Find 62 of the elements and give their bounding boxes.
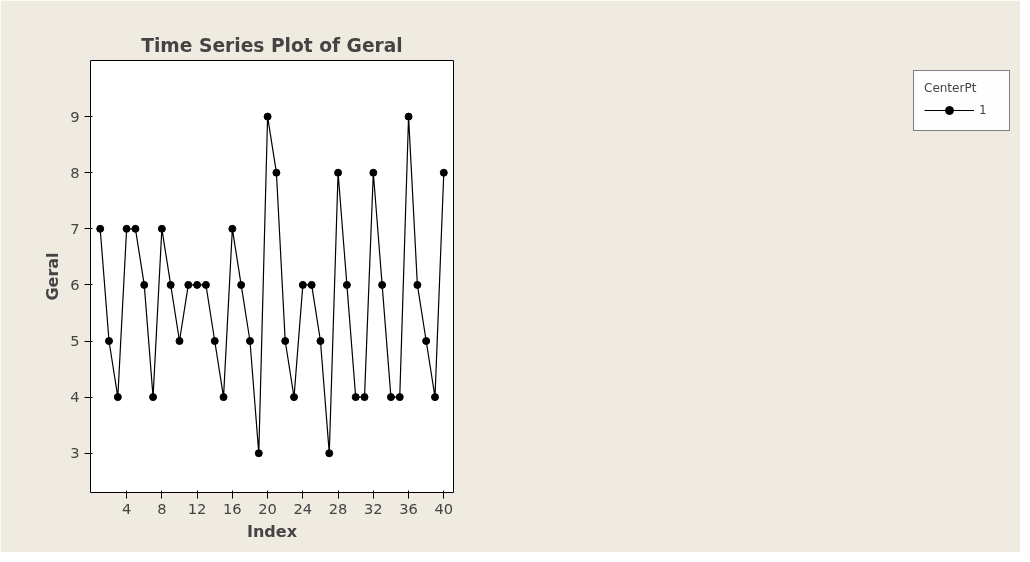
chart-title: Time Series Plot of Geral [141, 34, 403, 56]
point [157, 224, 166, 233]
point [316, 337, 325, 346]
x-tick-label: 12 [187, 499, 207, 517]
point [105, 337, 113, 346]
legend-title: CenterPt [924, 81, 978, 95]
point [149, 393, 158, 402]
x-tick-label: 36 [399, 499, 418, 517]
point [325, 449, 334, 458]
x-tick-label: 24 [293, 499, 313, 517]
point [140, 280, 149, 289]
x-tick-label: 8 [157, 499, 167, 517]
x-axis-title: Index [247, 521, 298, 541]
y-tick-label: 3 [70, 444, 80, 462]
point [175, 337, 184, 346]
x-tick-label: 20 [258, 499, 277, 517]
point [298, 280, 307, 289]
point [131, 224, 140, 233]
point [307, 280, 316, 289]
point [334, 168, 343, 177]
point [201, 280, 210, 289]
point [422, 337, 431, 346]
x-tick-label: 4 [121, 499, 132, 517]
point [351, 393, 360, 402]
point [113, 393, 122, 402]
x-tick-label: 40 [434, 499, 454, 517]
point [342, 280, 351, 289]
point [263, 112, 272, 121]
point [386, 393, 395, 402]
point [378, 280, 387, 289]
point [395, 393, 404, 402]
y-tick-label: 7 [70, 219, 80, 237]
point [272, 168, 281, 177]
point [193, 280, 202, 289]
point [404, 112, 413, 121]
x-tick-label: 16 [223, 499, 242, 517]
x-tick-label: 28 [328, 499, 348, 517]
point [96, 224, 105, 233]
point [228, 224, 237, 233]
point [439, 168, 448, 177]
y-tick-label: 9 [70, 107, 80, 125]
point [122, 224, 131, 233]
point [413, 280, 422, 289]
point [431, 393, 439, 402]
point [290, 393, 299, 402]
point [166, 280, 175, 289]
x-tick-label: 32 [364, 499, 383, 517]
y-tick-label: 8 [70, 163, 80, 181]
point [210, 337, 219, 346]
point [237, 280, 246, 289]
legend-label: 1 [979, 103, 988, 117]
y-axis-title: Geral [43, 252, 63, 301]
point [219, 393, 228, 402]
point [360, 393, 369, 402]
point [281, 337, 290, 346]
y-tick-label: 6 [70, 275, 80, 293]
point [254, 449, 263, 458]
point [184, 280, 193, 289]
point [245, 337, 254, 346]
y-tick-label: 5 [70, 332, 80, 350]
point [369, 168, 378, 177]
y-tick-label: 4 [70, 388, 80, 406]
